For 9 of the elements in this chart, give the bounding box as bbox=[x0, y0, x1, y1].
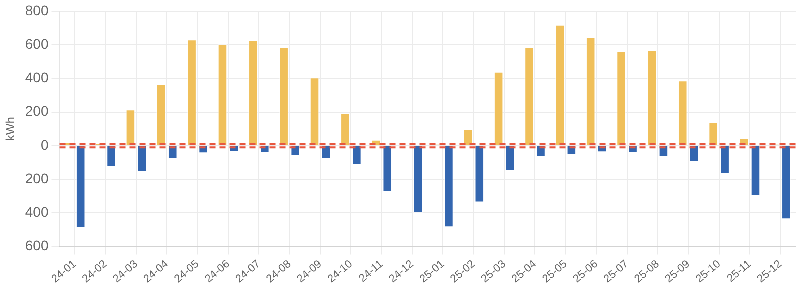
y-tick-label: 200 bbox=[25, 103, 49, 120]
y-tick-label: 400 bbox=[25, 70, 49, 86]
y-tick-label: 600 bbox=[25, 36, 49, 52]
y-tick-label: 800 bbox=[25, 2, 49, 18]
y-tick-label: 600 bbox=[25, 238, 49, 254]
y-tick-label: 200 bbox=[25, 170, 49, 186]
y-tick-label: 400 bbox=[25, 204, 49, 220]
y-tick-label: 0 bbox=[40, 136, 49, 153]
y-axis-title: kWh bbox=[4, 117, 18, 142]
